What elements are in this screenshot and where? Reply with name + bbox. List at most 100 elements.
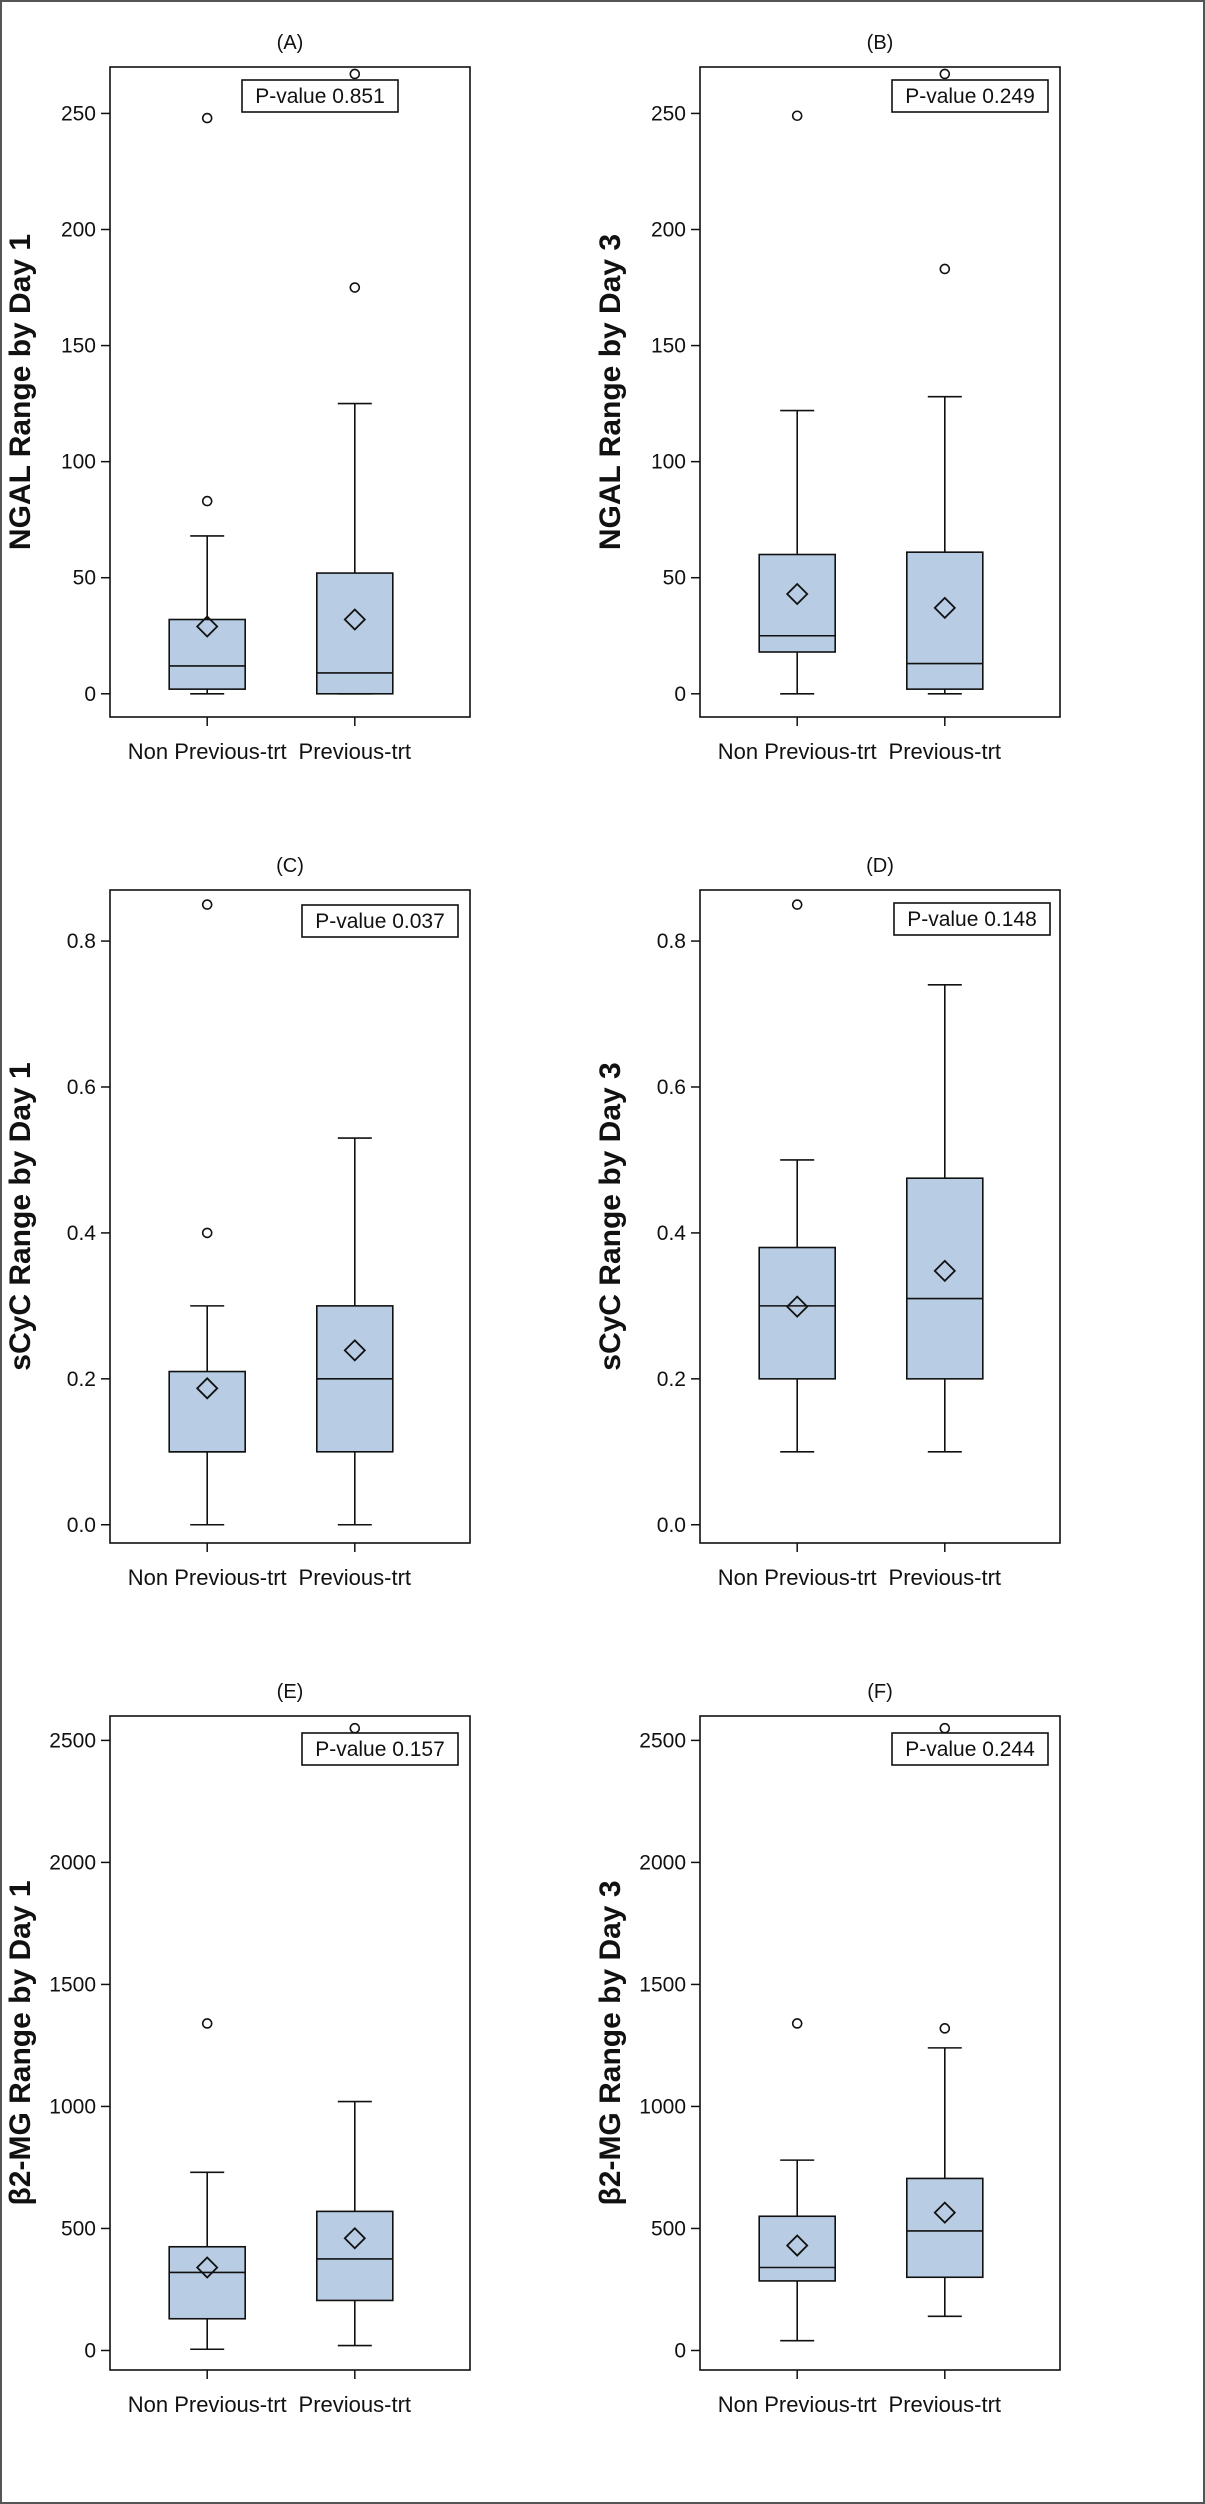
y-tick-label: 0.0 [657,1514,686,1537]
iqr-box [905,551,984,690]
mean-marker [343,2226,367,2250]
x-category-label: Non Previous-trt [718,1565,877,1590]
box-non-previous-trt [758,110,837,695]
y-axis-label: NGAL Range by Day 3 [594,234,627,550]
box-non-previous-trt [168,112,246,695]
outlier-point [349,1722,361,1734]
iqr-box [315,572,394,695]
y-tick-label: 200 [651,219,686,242]
p-value-box [893,902,1051,936]
p-value-box [301,904,459,938]
y-tick-label: 0.6 [657,1076,686,1099]
x-category-label: Non Previous-trt [718,739,877,764]
iqr-box [168,2245,246,2320]
p-value-box [301,1732,459,1766]
p-value-text: P-value 0.249 [905,85,1035,108]
box-previous-trt [905,68,984,695]
outlier-point [201,495,213,507]
mean-marker [195,1377,219,1400]
iqr-box [758,2215,837,2282]
outlier-point [349,282,361,293]
y-tick-label: 100 [61,451,96,474]
y-tick-label: 1500 [639,1973,686,1996]
plot-frame [699,889,1061,1544]
mean-marker [343,1339,367,1362]
y-tick-label: 1500 [49,1973,96,1996]
outlier-point [201,112,213,124]
y-tick-label: 500 [61,2217,96,2240]
y-tick-label: 1000 [639,2095,686,2118]
p-value-text: P-value 0.037 [315,910,445,933]
y-tick-label: 0.4 [67,1222,97,1245]
y-tick-label: 500 [651,2217,686,2240]
p-value-text: P-value 0.244 [905,1738,1035,1761]
p-value-box [891,1732,1049,1766]
outlier-point [201,1227,213,1239]
y-tick-label: 1000 [49,2095,96,2118]
panel-e: (E) β2-MG Range by Day 1 0 500 1000 1500 2000 2… [4,1681,471,2417]
panel-title: (E) [277,1681,304,1703]
y-tick-label: 2500 [639,1729,686,1752]
mean-marker [785,582,809,606]
iqr-box [905,2177,984,2279]
x-category-label: Non Previous-trt [718,2392,877,2417]
y-axis-label: sCyC Range by Day 3 [594,1062,627,1370]
y-tick-label: 0 [674,2339,686,2362]
plot-frame [109,1715,471,2371]
iqr-box [758,1246,837,1380]
y-tick-label: 150 [61,335,96,358]
y-tick-label: 0.8 [67,930,96,953]
x-category-label: Non Previous-trt [128,739,287,764]
x-category-label: Previous-trt [299,1565,411,1590]
y-tick-label: 200 [61,219,96,242]
x-category-label: Non Previous-trt [128,1565,287,1590]
panel-c: (C) sCyC Range by Day 1 0.0 0.2 0.4 0.6 0.8 Non… [4,855,471,1590]
y-tick-label: 0.2 [67,1368,96,1391]
x-category-label: Previous-trt [299,2392,411,2417]
y-tick-label: 250 [651,102,686,125]
y-tick-label: 0.0 [67,1514,96,1537]
y-tick-label: 0.2 [657,1368,686,1391]
box-previous-trt [905,1722,984,2318]
outlier-point [939,2023,951,2034]
box-non-previous-trt [168,2018,246,2351]
mean-marker [933,596,957,620]
y-tick-label: 2500 [49,1729,96,1752]
p-value-text: P-value 0.148 [907,908,1037,931]
outlier-point [201,899,213,910]
outlier-point [201,2018,213,2029]
panel-title: (C) [276,855,304,877]
panels-group: (A) NGAL Range by Day 1 0 50 100 150 200 250 Non… [4,32,1061,2417]
y-axis-label: sCyC Range by Day 1 [4,1062,37,1370]
y-tick-label: 0 [84,683,96,706]
p-value-text: P-value 0.157 [315,1738,445,1761]
panel-title: (D) [866,855,894,877]
panel-b: (B) NGAL Range by Day 3 0 50 100 150 200 250 Non… [594,32,1061,764]
y-axis-label: β2-MG Range by Day 1 [4,1880,37,2205]
mean-marker [933,2201,957,2224]
iqr-box [168,618,246,690]
box-previous-trt [905,984,984,1453]
y-tick-label: 0.4 [657,1222,687,1245]
panel-title: (F) [867,1681,893,1703]
y-tick-label: 250 [61,102,96,125]
outlier-point [349,68,361,80]
plot-frame [699,1715,1061,2371]
x-category-label: Previous-trt [889,739,1001,764]
x-category-label: Previous-trt [299,739,411,764]
plot-frame [109,66,471,718]
y-tick-label: 0.6 [67,1076,96,1099]
box-non-previous-trt [758,899,837,1453]
box-non-previous-trt [168,899,246,1526]
box-previous-trt [315,1722,394,2347]
p-value-text: P-value 0.851 [255,85,385,108]
y-tick-label: 50 [663,567,686,590]
mean-marker [785,1295,809,1318]
outlier-point [791,110,803,122]
p-value-box [891,79,1049,113]
y-axis-label: NGAL Range by Day 1 [4,234,37,550]
mean-marker [195,2256,219,2279]
box-previous-trt [315,1137,394,1526]
iqr-box [315,2210,394,2302]
